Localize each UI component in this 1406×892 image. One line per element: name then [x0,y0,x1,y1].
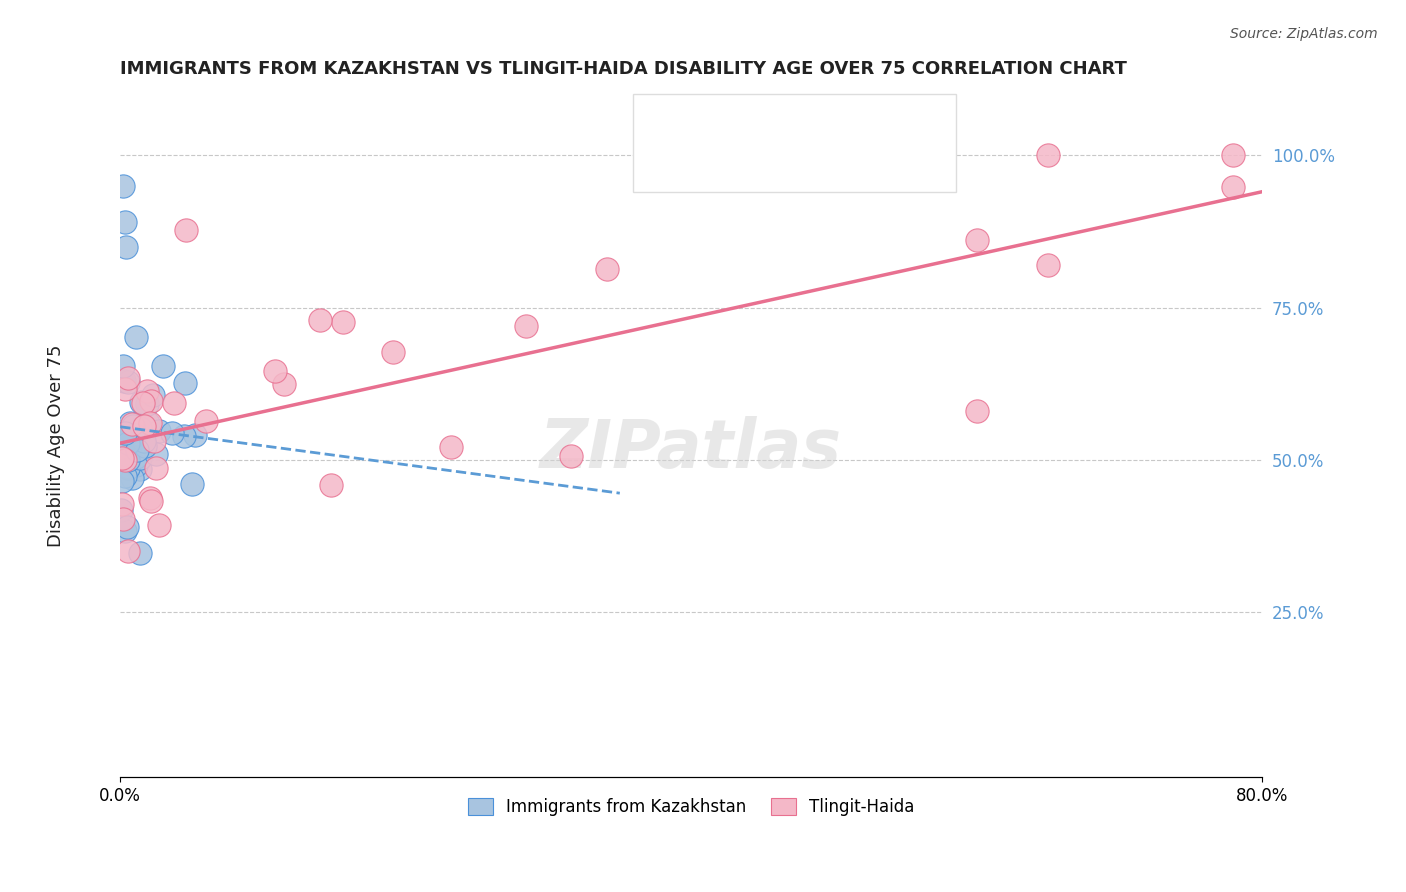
Point [114,449,136,463]
Point [515,319,537,334]
Point [139,493,162,508]
Point [145,460,167,475]
Point [194,414,217,428]
Point [114,215,136,229]
Point [125,458,148,472]
Text: ZIPatlas: ZIPatlas [540,417,842,483]
Point [966,404,988,418]
Point [111,497,134,511]
Point [129,395,152,409]
Point [111,475,134,489]
Point [145,447,167,461]
Point [121,471,143,485]
Point [128,450,150,465]
Point [122,432,145,446]
Point [1222,179,1244,194]
Point [117,370,139,384]
Point [1222,148,1244,162]
Point [1036,148,1059,162]
Point [112,178,135,193]
Point [135,384,157,398]
Point [560,449,582,463]
Point [114,426,136,441]
Point [129,421,152,435]
Point [120,416,142,430]
Point [129,546,152,560]
Point [309,313,332,327]
Point [134,418,156,433]
Point [381,345,404,359]
Point [114,382,136,396]
Point [148,424,170,438]
Legend: Immigrants from Kazakhstan, Tlingit-Haida: Immigrants from Kazakhstan, Tlingit-Haid… [461,791,921,823]
Point [117,452,139,467]
Point [174,223,197,237]
Point [125,450,148,464]
Point [134,439,156,453]
Point [173,429,195,443]
Point [181,476,204,491]
Text: IMMIGRANTS FROM KAZAKHSTAN VS TLINGIT-HAIDA DISABILITY AGE OVER 75 CORRELATION C: IMMIGRANTS FROM KAZAKHSTAN VS TLINGIT-HA… [121,60,1128,78]
Point [263,364,285,378]
Point [114,469,136,483]
Point [160,426,183,441]
Point [114,524,136,538]
Point [121,419,143,434]
Point [138,416,160,430]
Point [112,359,135,374]
Point [966,233,988,247]
Point [132,434,155,448]
Point [112,424,135,438]
Point [173,376,195,390]
Point [111,440,134,454]
Point [132,396,155,410]
Point [127,443,149,458]
Point [111,450,134,465]
Point [135,397,157,411]
Point [124,428,146,442]
Point [117,435,139,450]
Point [319,478,342,492]
Point [110,503,132,517]
Point [110,442,132,456]
Point [148,518,170,533]
Point [120,441,142,455]
Point [141,393,163,408]
Point [596,262,619,277]
Point [110,429,132,443]
Point [125,330,148,344]
Point [142,434,165,448]
Point [114,453,136,467]
Point [142,388,165,402]
Point [112,425,135,440]
Point [117,544,139,558]
Point [115,240,138,254]
Point [112,512,135,526]
Point [110,437,132,451]
Point [1036,258,1059,272]
Point [117,461,139,475]
Point [117,459,139,474]
Point [121,417,143,431]
Point [332,315,354,329]
Point [152,359,174,374]
Point [112,428,135,442]
Point [163,396,186,410]
Point [112,374,135,388]
Point [139,491,162,505]
Text: Source: ZipAtlas.com: Source: ZipAtlas.com [1230,27,1378,41]
Point [114,424,136,438]
Point [139,417,162,431]
Text: Disability Age Over 75: Disability Age Over 75 [48,344,65,548]
Point [440,440,463,454]
Point [128,461,150,475]
Point [117,375,139,389]
Point [273,377,295,392]
Point [115,520,138,534]
Point [184,428,207,442]
